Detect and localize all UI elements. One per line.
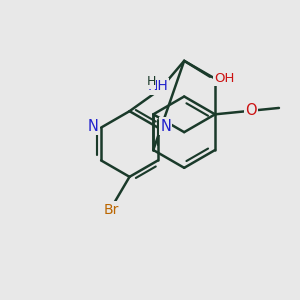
Text: Br: Br [103, 202, 118, 217]
Text: O: O [245, 103, 256, 118]
Text: N: N [88, 118, 99, 134]
Text: NH: NH [147, 80, 168, 93]
Text: OH: OH [214, 72, 235, 85]
Text: H: H [146, 76, 156, 88]
Text: N: N [160, 118, 171, 134]
